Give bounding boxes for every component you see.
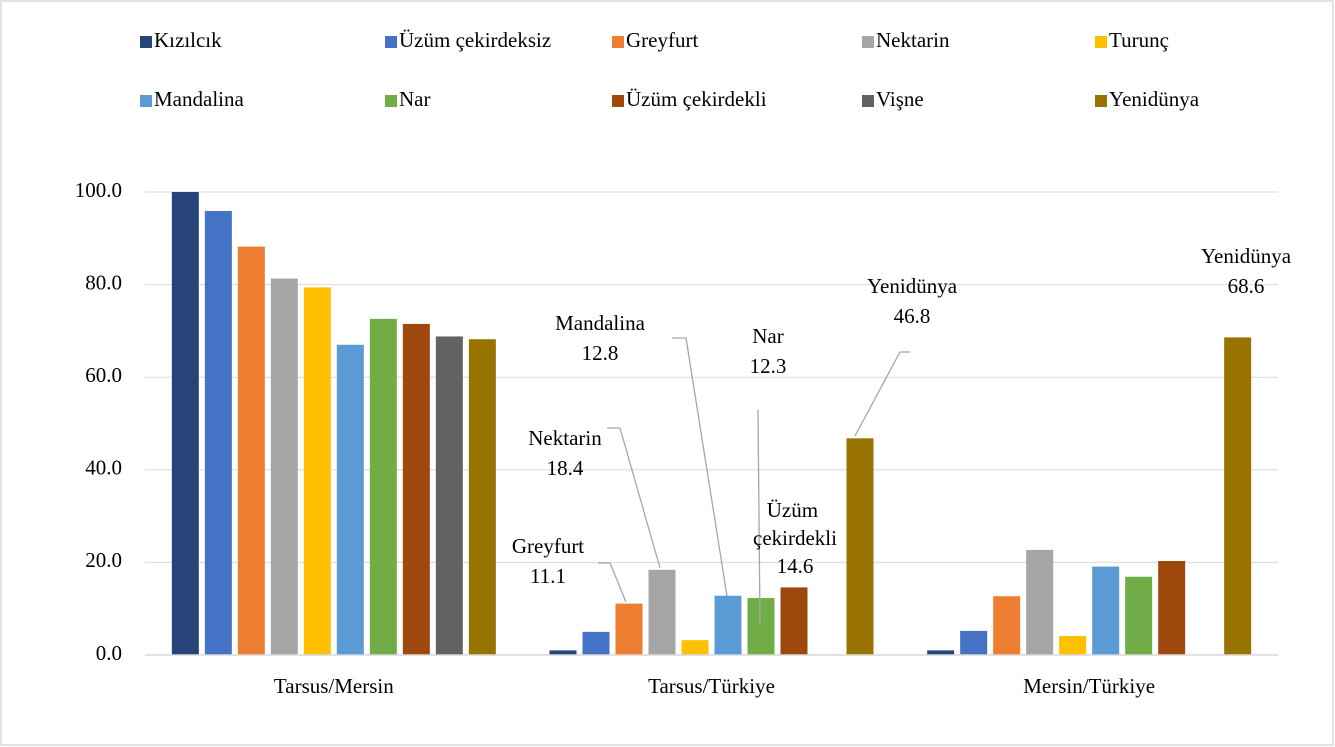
bar	[204, 210, 232, 655]
data-label-name: Nar	[752, 324, 783, 348]
data-label-value: 18.4	[547, 456, 584, 480]
bar	[1026, 549, 1054, 655]
bar	[780, 587, 808, 655]
leader-line	[854, 351, 910, 437]
legend-swatch	[140, 95, 152, 107]
legend-swatch	[1095, 36, 1107, 48]
data-label-value: 68.6	[1228, 274, 1265, 298]
bar	[993, 596, 1021, 655]
data-label-name: Mandalina	[555, 311, 645, 335]
legend-label: Üzüm çekirdeksiz	[399, 28, 551, 52]
bar	[846, 438, 874, 655]
bar	[747, 598, 775, 655]
legend-label: Mandalina	[154, 87, 244, 111]
bar	[582, 631, 610, 655]
data-label-value: 14.6	[777, 554, 814, 578]
legend-swatch	[385, 95, 397, 107]
bar	[681, 640, 709, 655]
data-label-name: Yenidünya	[867, 274, 958, 298]
legend-swatch	[1095, 95, 1107, 107]
bar	[270, 278, 298, 655]
bar	[927, 650, 955, 655]
data-label-value: 12.8	[582, 341, 619, 365]
bar	[714, 595, 742, 655]
bar	[1125, 576, 1153, 655]
bar	[1092, 566, 1120, 655]
bar	[549, 650, 577, 655]
legend-label: Yenidünya	[1109, 87, 1200, 111]
x-tick-label: Tarsus/Türkiye	[648, 674, 775, 698]
bar	[237, 246, 265, 655]
data-label-value: 11.1	[530, 564, 566, 588]
data-label-name: Yenidünya	[1201, 244, 1292, 268]
bar	[171, 192, 199, 655]
bar	[615, 603, 643, 655]
y-tick-label: 20.0	[85, 548, 122, 572]
leader-line	[672, 337, 728, 597]
bar	[369, 318, 397, 655]
legend-label: Üzüm çekirdekli	[626, 87, 767, 111]
legend-swatch	[612, 36, 624, 48]
y-tick-label: 80.0	[85, 270, 122, 294]
bar	[1158, 561, 1186, 655]
legend-label: Nar	[399, 87, 430, 111]
y-tick-label: 40.0	[85, 456, 122, 480]
data-label-value: 12.3	[750, 354, 787, 378]
bar	[960, 630, 988, 655]
legend-label: Kızılcık	[154, 28, 222, 52]
y-tick-label: 100.0	[75, 178, 122, 202]
data-label-name: Nektarin	[528, 426, 602, 450]
leader-line	[607, 427, 661, 569]
legend-label: Nektarin	[876, 28, 950, 52]
leader-line	[757, 409, 761, 626]
bar	[648, 569, 676, 655]
data-label-name: Greyfurt	[512, 534, 584, 558]
bar	[468, 339, 496, 655]
legend-swatch	[140, 36, 152, 48]
x-tick-label: Tarsus/Mersin	[274, 674, 394, 698]
leader-line	[598, 562, 627, 603]
bar	[435, 336, 463, 655]
data-label-name: Üzüm çekirdekli	[753, 498, 837, 550]
legend-swatch	[862, 95, 874, 107]
data-label-value: 46.8	[894, 304, 931, 328]
bar	[1059, 636, 1087, 655]
legend-label: Greyfurt	[626, 28, 698, 52]
x-tick-label: Mersin/Türkiye	[1023, 674, 1155, 698]
bar	[402, 323, 430, 655]
legend-label: Vişne	[876, 87, 924, 111]
legend-swatch	[862, 36, 874, 48]
bar	[1224, 337, 1252, 655]
legend-swatch	[385, 36, 397, 48]
y-tick-label: 0.0	[96, 641, 122, 665]
bar	[336, 344, 364, 655]
bar	[303, 287, 331, 655]
legend-label: Turunç	[1109, 28, 1169, 52]
legend-swatch	[612, 95, 624, 107]
y-tick-label: 60.0	[85, 363, 122, 387]
